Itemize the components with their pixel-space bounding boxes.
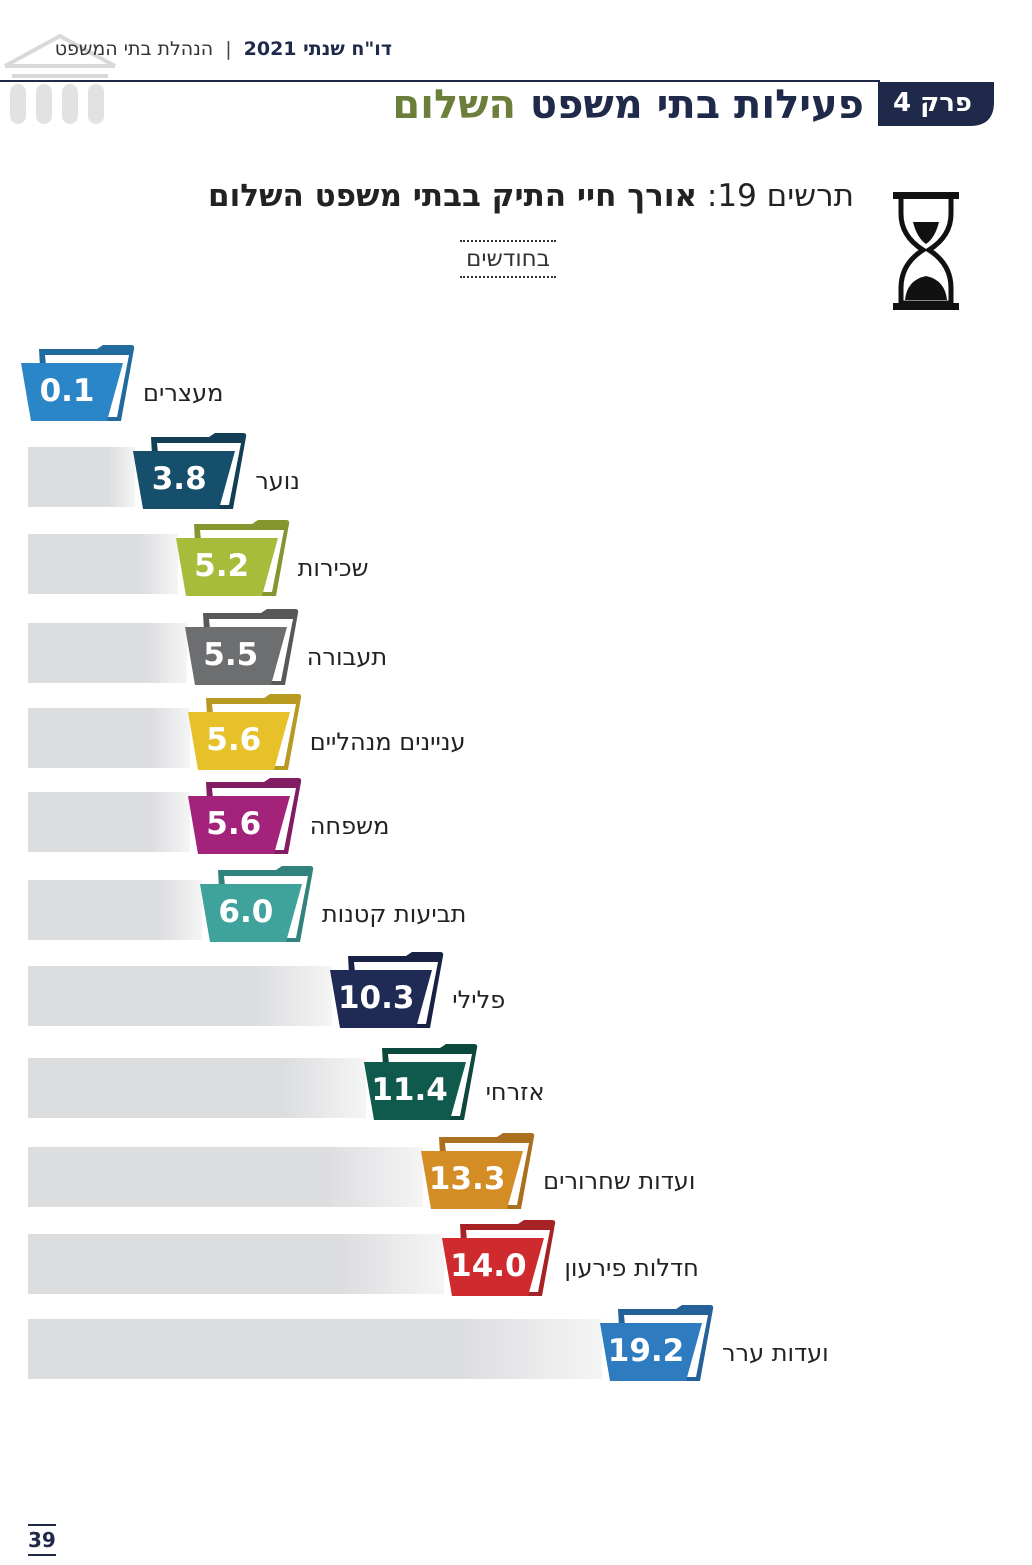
bar-value-label: 0.1 [39, 373, 95, 409]
bar-track [28, 880, 202, 940]
folder-front [442, 1238, 545, 1296]
bar-value-label: 5.6 [206, 806, 262, 842]
folder-front [363, 1062, 466, 1120]
bar-category-label: ועדות ערר [722, 1339, 829, 1367]
org-name: הנהלת בתי המשפט [54, 38, 214, 60]
chapter-badge: פרק 4 [878, 82, 994, 126]
bar-value-label: 14.0 [450, 1248, 527, 1284]
bar-row: 14.0 חדלות פירעון [0, 1220, 1032, 1310]
bar-folder-2 [133, 433, 247, 509]
figure-label: תרשים 19: [706, 178, 854, 214]
chapter-title: פעילות בתי משפט השלום [392, 82, 864, 128]
bar-row: 19.2 ועדות ערר [0, 1305, 1032, 1395]
bar-row: 5.2 שכירות [0, 520, 1032, 610]
bar-row: 5.5 תעבורה [0, 609, 1032, 699]
bar-category-label: עניינים מנהליים [309, 728, 466, 756]
chapter-badge-label: פרק 4 [892, 88, 972, 118]
bar-row: 0.1 מעצרים [0, 345, 1032, 435]
bar-category-label: חדלות פירעון [564, 1254, 699, 1282]
header-separator: | [225, 38, 232, 60]
bar-value-label: 19.2 [607, 1333, 685, 1369]
bar-category-label: פלילי [452, 986, 506, 1014]
bar-row: 5.6 משפחה [0, 778, 1032, 868]
bar-folder-9 [363, 1044, 477, 1120]
folder-front [133, 451, 236, 509]
bar-folder-6 [187, 778, 301, 854]
bar-row: 3.8 נוער [0, 433, 1032, 523]
bar-category-label: ועדות שחרורים [543, 1167, 696, 1195]
bar-value-label: 3.8 [151, 461, 207, 497]
bar-track [28, 792, 190, 852]
bar-value-label: 10.3 [337, 980, 415, 1016]
bar-folder-12 [600, 1305, 714, 1381]
chart-title: תרשים 19: אורך חיי התיק בבתי משפט השלום [208, 178, 854, 214]
chapter-title-accent: השלום [392, 82, 516, 128]
bar-value-label: 6.0 [218, 894, 274, 930]
bar-row: 10.3 פלילי [0, 952, 1032, 1042]
bar-folder-10 [421, 1133, 535, 1209]
bar-category-label: נוער [255, 467, 300, 495]
folder-front [330, 970, 433, 1028]
chart-title-text: אורך חיי התיק בבתי משפט השלום [208, 178, 698, 214]
bar-value-label: 5.6 [206, 722, 262, 758]
bar-row: 13.3 ועדות שחרורים [0, 1133, 1032, 1223]
bar-value-label: 5.2 [194, 548, 250, 584]
bar-folder-11 [442, 1220, 556, 1296]
bar-category-label: תביעות קטנות [321, 900, 467, 928]
bar-track [28, 623, 187, 683]
bar-category-label: שכירות [297, 554, 369, 582]
folder-front [187, 712, 290, 770]
bar-folder-5 [187, 694, 301, 770]
bar-value-label: 13.3 [428, 1161, 506, 1197]
folder-front [175, 538, 278, 596]
bar-row: 11.4 אזרחי [0, 1044, 1032, 1134]
bar-track [28, 1147, 424, 1207]
bar-folder-7 [199, 866, 314, 942]
bar-folder-1 [21, 345, 135, 421]
folder-front [421, 1151, 524, 1209]
folder-front [184, 627, 287, 685]
bar-track [28, 534, 178, 594]
hourglass-icon [893, 192, 959, 310]
court-building-icon [4, 33, 116, 124]
report-title: דו"ח שנתי 2021 [243, 38, 392, 60]
bar-track [28, 708, 190, 768]
bar-row: 5.6 עניינים מנהליים [0, 694, 1032, 784]
running-header: דו"ח שנתי 2021 | הנהלת בתי המשפט [55, 38, 392, 60]
bar-category-label: תעבורה [306, 643, 388, 671]
bar-category-label: מעצרים [143, 379, 224, 407]
bar-folder-8 [330, 952, 444, 1028]
bar-track [28, 1319, 602, 1379]
chart-subtitle: בחודשים [460, 240, 556, 278]
bar-category-label: משפחה [309, 812, 390, 840]
header-rule [0, 80, 880, 82]
bar-folder-3 [175, 520, 289, 596]
bar-folder-4 [184, 609, 298, 685]
bar-category-label: אזרחי [485, 1078, 545, 1106]
chapter-title-main: פעילות בתי משפט [529, 82, 864, 128]
bar-track [28, 1058, 366, 1118]
bar-value-label: 5.5 [203, 637, 259, 673]
folder-front [600, 1323, 702, 1381]
bar-value-label: 11.4 [371, 1072, 448, 1108]
bar-track [28, 1234, 445, 1294]
bar-row: 6.0 תביעות קטנות [0, 866, 1032, 956]
page-number: 39 [28, 1524, 56, 1556]
bar-track [28, 447, 136, 507]
folder-front [21, 363, 124, 421]
bar-track [28, 966, 333, 1026]
folder-front [199, 884, 302, 942]
folder-front [187, 796, 290, 854]
